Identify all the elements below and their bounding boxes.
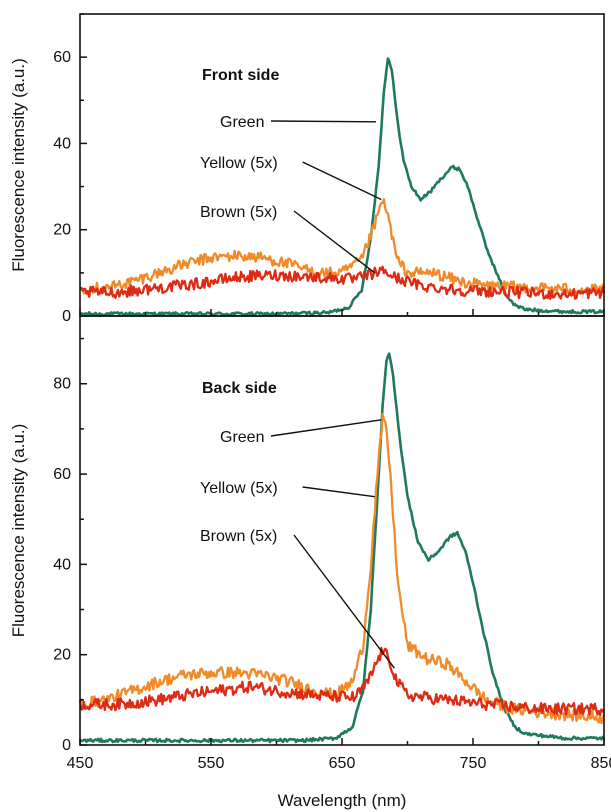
series-label-top-0: Green [220, 114, 264, 131]
y-axis-title-bottom: Fluorescence intensity (a.u.) [9, 424, 28, 638]
y-tick-label-top-40: 40 [53, 135, 71, 152]
pointer-line-bottom-2 [293, 534, 395, 669]
plots-layer [78, 57, 606, 744]
y-tick-label-bottom-40: 40 [53, 556, 71, 573]
x-tick-label-550: 550 [198, 755, 225, 772]
frame-layer [79, 13, 605, 746]
series-line-brown-5x-bottom [78, 646, 605, 716]
y-tick-label-bottom-20: 20 [53, 647, 71, 664]
labels-layer: Front side Green Yellow (5x) Brown (5x) Fluo… [9, 58, 406, 810]
y-tick-label-top-60: 60 [53, 49, 71, 66]
series-label-top-1: Yellow (5x) [200, 155, 278, 172]
x-tick-label-750: 750 [460, 755, 487, 772]
y-tick-label-bottom-60: 60 [53, 466, 71, 483]
x-axis-title: Wavelength (nm) [278, 791, 407, 810]
x-tick-label-650: 650 [329, 755, 356, 772]
plot-frame-bottom [79, 315, 605, 746]
pointer-line-top-0 [270, 120, 377, 123]
x-tick-label-450: 450 [67, 755, 94, 772]
y-tick-label-top-20: 20 [53, 222, 71, 239]
y-tick-label-top-0: 0 [62, 308, 71, 325]
series-label-bottom-2: Brown (5x) [200, 528, 277, 545]
y-tick-label-bottom-80: 80 [53, 376, 71, 393]
y-axis-title-top: Fluorescence intensity (a.u.) [9, 58, 28, 272]
series-label-top-2: Brown (5x) [200, 204, 277, 221]
pointer-line-bottom-1 [302, 486, 375, 498]
y-tick-label-bottom-0: 0 [62, 737, 71, 754]
panel-title-bottom: Back side [202, 380, 277, 397]
pointer-line-top-1 [302, 161, 382, 201]
pointer-line-bottom-0 [270, 419, 382, 437]
series-label-bottom-1: Yellow (5x) [200, 480, 278, 497]
pointer-line-top-2 [293, 210, 376, 274]
series-line-green-bottom [79, 352, 605, 744]
panel-title-top: Front side [202, 67, 279, 84]
series-line-brown-5x-top [79, 265, 606, 301]
series-label-bottom-0: Green [220, 429, 264, 446]
x-tick-label-850: 850 [591, 755, 611, 772]
